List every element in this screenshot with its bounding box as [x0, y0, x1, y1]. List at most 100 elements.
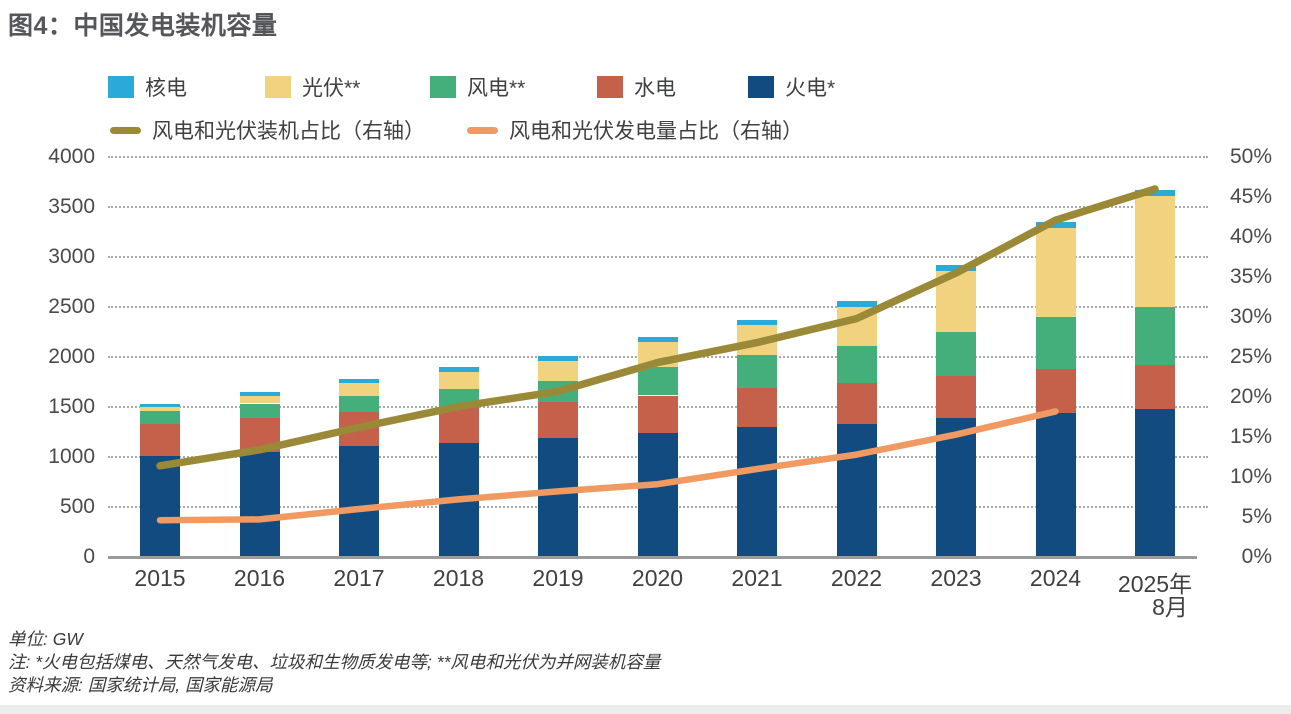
- bar-segment-wind: [1135, 307, 1175, 365]
- bar-segment-solar: [239, 395, 280, 404]
- y-axis-label-right: 25%: [1229, 345, 1272, 368]
- bar-segment-nuclear: [637, 337, 678, 343]
- legend-item-solar: 光伏**: [265, 75, 361, 100]
- bar-segment-solar: [339, 382, 379, 396]
- y-axis-label-right: 10%: [1229, 465, 1272, 488]
- bar-segment-nuclear: [140, 404, 180, 407]
- bar-segment-wind: [737, 355, 777, 389]
- bar-segment-thermal: [538, 438, 578, 557]
- bar-segment-thermal: [737, 427, 777, 557]
- gridline: [108, 156, 1208, 158]
- y-axis-label-left: 1000: [48, 445, 95, 468]
- legend-label: 风电和光伏装机占比（右轴）: [152, 120, 425, 143]
- bar-segment-wind: [637, 367, 678, 396]
- y-axis-label-right: 35%: [1229, 265, 1272, 288]
- legend-label: 风电**: [467, 77, 526, 100]
- x-axis-label: 2021: [731, 565, 783, 591]
- y-axis-label-right: 40%: [1229, 225, 1272, 248]
- bar-segment-nuclear: [737, 319, 777, 325]
- legend-swatch-nuclear-icon: [108, 76, 134, 98]
- y-axis-label-right: 45%: [1229, 185, 1272, 208]
- y-axis-label-left: 2000: [48, 345, 95, 368]
- bar-segment-wind: [140, 411, 180, 425]
- bar-segment-wind: [936, 331, 976, 376]
- x-axis-label: 2019: [532, 565, 584, 591]
- bar-segment-hydro: [637, 395, 678, 433]
- bar-segment-solar: [438, 371, 479, 389]
- bar-segment-wind: [538, 381, 578, 403]
- bar-segment-thermal: [1135, 409, 1175, 557]
- legend-item-wind: 风电**: [430, 75, 526, 100]
- legend-label: 光伏**: [302, 77, 361, 100]
- bar-segment-nuclear: [239, 392, 280, 396]
- bar-segment-hydro: [737, 388, 777, 428]
- x-axis-line: [108, 556, 1197, 559]
- bar-segment-nuclear: [836, 301, 877, 307]
- legend-swatch-hydro-icon: [597, 76, 623, 98]
- bar-segment-nuclear: [1035, 222, 1076, 229]
- legend-item-wind-solar-capacity-share: 风电和光伏装机占比（右轴）: [110, 118, 425, 143]
- bar-segment-wind: [239, 403, 280, 419]
- y-axis-label-left: 3000: [48, 245, 95, 268]
- bottom-divider: [0, 705, 1291, 714]
- bar-segment-nuclear: [1135, 189, 1175, 196]
- x-axis-label: 2018: [432, 565, 485, 591]
- bar-segment-thermal: [140, 456, 180, 557]
- bar-segment-nuclear: [538, 355, 578, 361]
- bar-segment-thermal: [1035, 412, 1076, 557]
- y-axis-label-right: 5%: [1241, 505, 1272, 528]
- x-axis-label-line2: 8月: [1152, 594, 1188, 620]
- x-axis-label: 2024: [1029, 565, 1082, 591]
- x-axis-label: 2015: [134, 565, 186, 591]
- bar-segment-wind: [1035, 316, 1076, 369]
- legend-swatch-wind-icon: [430, 76, 456, 98]
- x-axis-label: 2017: [333, 565, 385, 591]
- chart-title: 图4：中国发电装机容量: [8, 12, 278, 40]
- bar-segment-solar: [140, 407, 180, 412]
- bar-segment-solar: [1135, 196, 1175, 307]
- bar-segment-solar: [538, 360, 578, 382]
- bar-segment-thermal: [339, 446, 379, 557]
- y-axis-label-right: 50%: [1229, 145, 1272, 168]
- bar-segment-hydro: [836, 382, 877, 424]
- bar-segment-hydro: [438, 407, 479, 443]
- y-axis-label-left: 4000: [48, 145, 95, 168]
- bar-segment-thermal: [637, 432, 678, 557]
- y-axis-label-left: 500: [59, 495, 95, 518]
- bar-segment-hydro: [1035, 369, 1076, 413]
- bar-segment-thermal: [438, 442, 479, 557]
- legend-label: 风电和光伏发电量占比（右轴）: [509, 120, 803, 143]
- bar-segment-hydro: [538, 402, 578, 438]
- bar-segment-hydro: [239, 418, 280, 452]
- y-axis-label-left: 3500: [48, 195, 95, 218]
- bar-segment-hydro: [936, 375, 976, 418]
- bar-segment-nuclear: [339, 379, 379, 383]
- legend-item-nuclear: 核电: [108, 75, 187, 100]
- bar-segment-solar: [1035, 228, 1076, 317]
- bar-segment-thermal: [239, 451, 280, 557]
- legend-line-wind-solar-generation-share-icon: [467, 126, 498, 134]
- x-axis-label: 2022: [830, 565, 883, 591]
- legend-swatch-thermal-icon: [748, 76, 774, 98]
- y-axis-label-right: 30%: [1229, 305, 1272, 328]
- y-axis-label-right: 20%: [1229, 385, 1272, 408]
- bar-segment-wind: [438, 389, 479, 408]
- x-axis-label: 2016: [233, 565, 286, 591]
- legend-line-wind-solar-capacity-share-icon: [110, 126, 141, 134]
- x-axis-label: 2020: [631, 565, 684, 591]
- legend-item-hydro: 水电: [597, 75, 676, 100]
- bar-segment-solar: [737, 324, 777, 356]
- source-note: 资料来源: 国家统计局, 国家能源局: [8, 675, 273, 695]
- bar-segment-thermal: [836, 423, 877, 557]
- bar-segment-nuclear: [438, 367, 479, 372]
- legend-swatch-solar-icon: [265, 76, 291, 98]
- y-axis-label-left: 0: [83, 545, 95, 568]
- wind-solar-generation-share-line: [156, 408, 1059, 524]
- gridline: [108, 206, 1208, 208]
- footnote: 注: *火电包括煤电、天然气发电、垃圾和生物质发电等; **风电和光伏为并网装机…: [8, 652, 661, 672]
- bar-segment-wind: [339, 395, 379, 413]
- bar-segment-solar: [836, 306, 877, 346]
- bar-segment-solar: [637, 342, 678, 368]
- bar-segment-nuclear: [936, 265, 976, 271]
